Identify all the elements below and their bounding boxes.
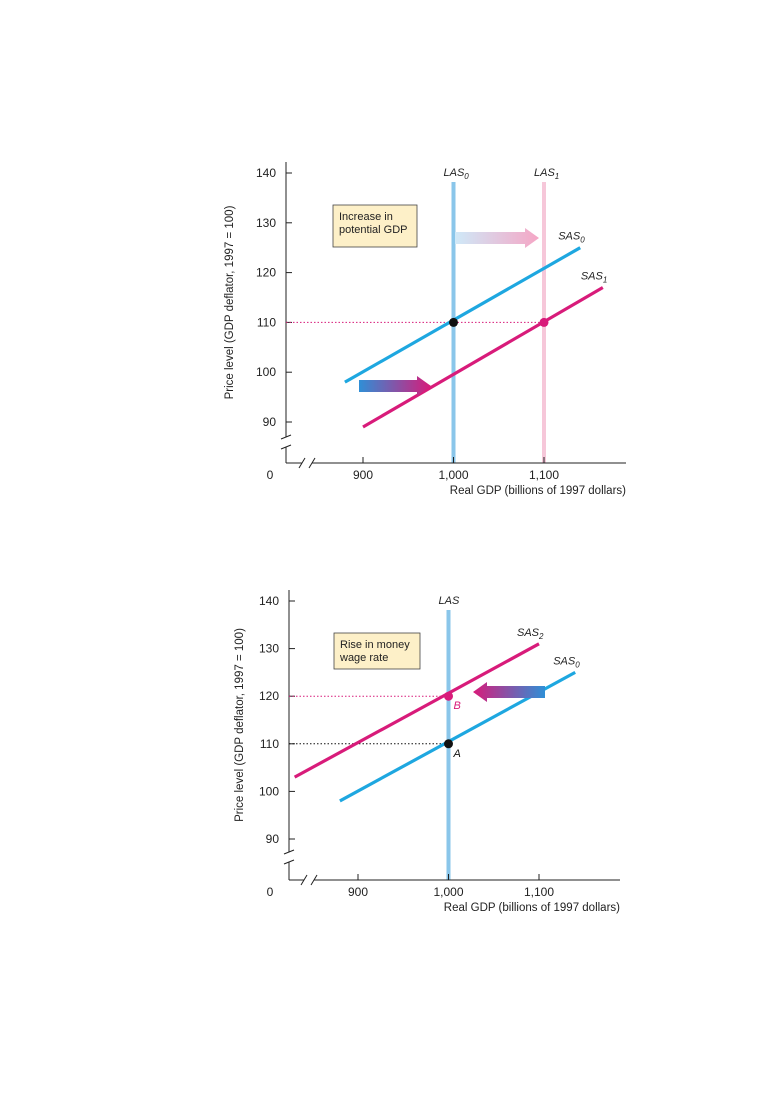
x-tick-label: 1,100 bbox=[529, 468, 559, 482]
y-tick-label: 130 bbox=[256, 216, 276, 230]
y-tick-label: 130 bbox=[259, 642, 279, 656]
y-tick-label: 90 bbox=[263, 415, 277, 429]
series-label-las1: LAS1 bbox=[534, 167, 559, 181]
annotation-text: Increase in bbox=[339, 211, 393, 223]
equilibrium-point bbox=[449, 317, 458, 327]
y-tick-label: 120 bbox=[259, 689, 279, 703]
x-axis-break-mark bbox=[298, 457, 306, 469]
origin-label: 0 bbox=[267, 885, 274, 899]
point-label-b: B bbox=[454, 700, 461, 712]
y-tick-label: 110 bbox=[257, 315, 276, 329]
series-label-sas1: SAS1 bbox=[581, 271, 607, 285]
shift-arrow-right-icon bbox=[455, 228, 539, 248]
series-name: LAS bbox=[444, 167, 465, 179]
series-name: SAS bbox=[581, 271, 604, 283]
series-subscript: 0 bbox=[464, 172, 469, 181]
y-tick-label: 140 bbox=[256, 166, 276, 180]
x-axis-title: Real GDP (billions of 1997 dollars) bbox=[450, 485, 626, 497]
x-axis-break-mark bbox=[300, 874, 308, 886]
x-axis-title: Real GDP (billions of 1997 dollars) bbox=[444, 902, 620, 914]
x-tick-label: 1,100 bbox=[524, 885, 554, 899]
y-tick-label: 110 bbox=[260, 737, 279, 751]
annotation-box bbox=[333, 632, 421, 670]
series-label-sas2: SAS2 bbox=[517, 627, 544, 641]
series-label-sas0: SAS0 bbox=[558, 231, 585, 245]
series-subscript: 0 bbox=[575, 660, 580, 669]
y-tick-label: 100 bbox=[256, 365, 276, 379]
series-label-sas0: SAS0 bbox=[553, 655, 580, 669]
sas-line-0 bbox=[344, 246, 581, 384]
point-label-a: A bbox=[453, 748, 461, 760]
y-tick-label: 120 bbox=[256, 266, 276, 280]
series-label-las0: LAS0 bbox=[444, 167, 470, 181]
series-name: SAS bbox=[558, 231, 581, 243]
y-tick-label: 100 bbox=[259, 784, 279, 798]
x-axis-break-mark bbox=[308, 457, 316, 469]
annotation-text: Rise in money bbox=[340, 639, 410, 651]
y-tick-label: 90 bbox=[266, 832, 280, 846]
annotation-box bbox=[332, 204, 418, 248]
y-axis-title: Price level (GDP deflator, 1997 = 100) bbox=[224, 205, 236, 399]
equilibrium-point bbox=[444, 739, 453, 749]
sas-line-2 bbox=[293, 642, 540, 779]
y-axis-break-mark bbox=[283, 849, 295, 855]
sas-line-1 bbox=[362, 286, 604, 429]
equilibrium-point bbox=[444, 691, 453, 701]
series-name: SAS bbox=[553, 655, 576, 667]
x-tick-label: 1,000 bbox=[438, 468, 468, 482]
shift-arrow-left-icon bbox=[473, 682, 545, 702]
y-axis-break-mark bbox=[283, 859, 295, 865]
x-tick-label: 900 bbox=[348, 885, 368, 899]
series-label-las: LAS bbox=[439, 595, 460, 607]
series-subscript: 1 bbox=[555, 172, 559, 181]
y-axis-title: Price level (GDP deflator, 1997 = 100) bbox=[234, 628, 246, 822]
series-name: LAS bbox=[534, 167, 555, 179]
series-name: LAS bbox=[439, 595, 460, 607]
equilibrium-point bbox=[539, 317, 549, 327]
series-subscript: 2 bbox=[538, 632, 544, 641]
y-axis-break-mark bbox=[280, 444, 292, 450]
annotation-text: potential GDP bbox=[339, 224, 407, 236]
annotation-text: wage rate bbox=[339, 652, 388, 664]
x-tick-label: 900 bbox=[353, 468, 373, 482]
x-tick-label: 1,000 bbox=[433, 885, 463, 899]
series-name: SAS bbox=[517, 627, 540, 639]
series-subscript: 1 bbox=[603, 276, 607, 285]
y-tick-label: 140 bbox=[259, 594, 279, 608]
shift-arrow-right-icon bbox=[359, 376, 431, 396]
series-subscript: 0 bbox=[580, 236, 585, 245]
origin-label: 0 bbox=[267, 468, 274, 482]
x-axis-break-mark bbox=[310, 874, 318, 886]
y-axis-break-mark bbox=[280, 434, 292, 440]
chart-bottom-money-wage: 90 100 110 120 130 140 900 1,000 1,100 0 Real GDP … bbox=[234, 590, 620, 914]
